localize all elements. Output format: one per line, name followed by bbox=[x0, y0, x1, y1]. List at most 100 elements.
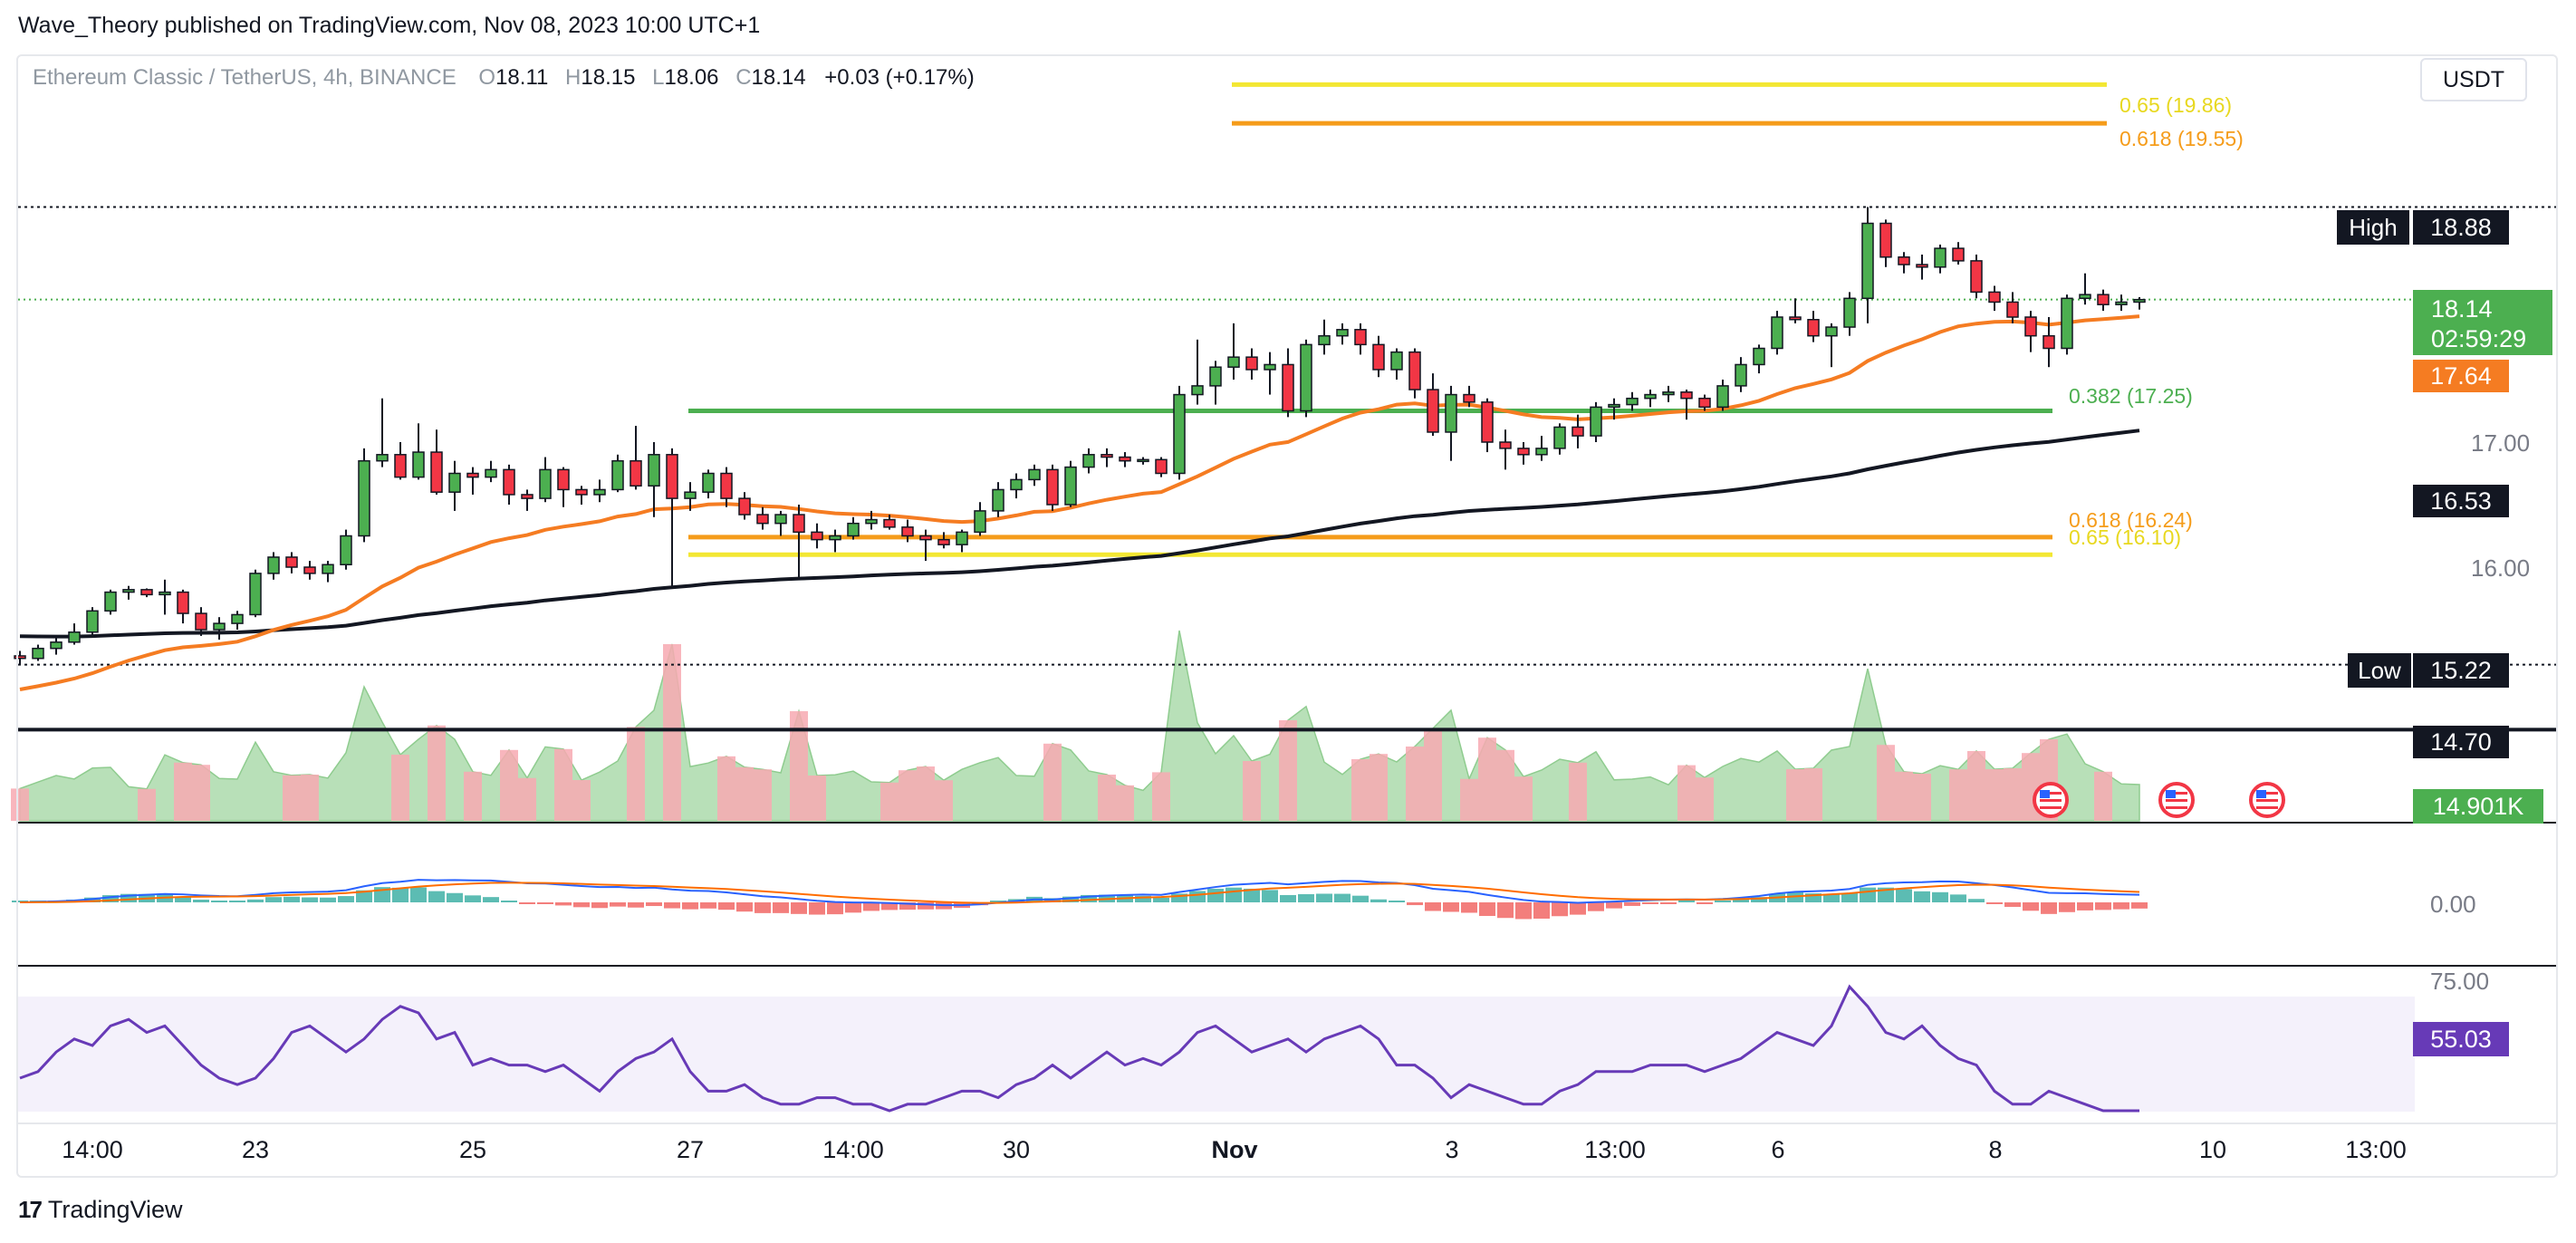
candle-up bbox=[213, 622, 226, 631]
macd-histogram-bar bbox=[1914, 891, 1930, 902]
macd-histogram-bar bbox=[356, 890, 372, 902]
candle-down bbox=[1916, 264, 1928, 268]
macd-histogram-bar bbox=[1316, 893, 1332, 902]
candle-up bbox=[2133, 298, 2146, 304]
macd-histogram-bar bbox=[827, 902, 843, 915]
candle-down bbox=[2043, 334, 2055, 350]
time-label: 27 bbox=[677, 1136, 704, 1163]
macd-histogram-bar bbox=[392, 887, 409, 902]
volume-bar-down bbox=[518, 777, 536, 821]
candle-up bbox=[1137, 458, 1149, 463]
macd-histogram-bar bbox=[682, 902, 698, 910]
macd-histogram-bar bbox=[1678, 901, 1695, 902]
candle-up bbox=[412, 451, 425, 478]
volume-bar-down bbox=[1786, 769, 1804, 821]
candle-down bbox=[720, 472, 733, 499]
macd-histogram-bar bbox=[1642, 902, 1658, 904]
volume-bar-down bbox=[1098, 775, 1116, 821]
macd-histogram-bar bbox=[447, 892, 463, 902]
candle-up bbox=[829, 535, 841, 541]
macd-histogram-bar bbox=[1171, 893, 1187, 902]
volume-bar-down bbox=[1696, 777, 1714, 821]
us-flag-icon[interactable] bbox=[2033, 782, 2069, 818]
time-label: 13:00 bbox=[2345, 1136, 2407, 1163]
macd-histogram-bar bbox=[1660, 902, 1677, 904]
macd-histogram-bar bbox=[755, 902, 771, 913]
candle-up bbox=[992, 488, 1004, 512]
macd-histogram-bar bbox=[483, 897, 499, 902]
open-value: 18.11 bbox=[495, 65, 549, 90]
us-flag-icon[interactable] bbox=[2158, 782, 2195, 818]
time-label: 10 bbox=[2199, 1136, 2226, 1163]
candle-down bbox=[1789, 316, 1802, 321]
low-value-box bbox=[2413, 653, 2509, 688]
volume-bar-down bbox=[1351, 759, 1370, 821]
candle-down bbox=[1988, 291, 2001, 304]
ema50-label-box bbox=[2413, 360, 2509, 392]
candle-up bbox=[249, 573, 262, 616]
candle-down bbox=[811, 531, 823, 541]
candle-up bbox=[1771, 316, 1783, 350]
volume-bar-down bbox=[572, 780, 591, 821]
fib-label-065-upper: 0.65 (19.86) bbox=[2119, 93, 2232, 117]
volume-bar-down bbox=[1370, 754, 1388, 821]
candle-up bbox=[956, 531, 968, 545]
macd-histogram-bar bbox=[1986, 902, 2003, 904]
candle-up bbox=[2079, 294, 2091, 300]
volume-bar-down bbox=[1279, 720, 1297, 821]
volume-bar-down bbox=[1478, 737, 1496, 821]
candle-up bbox=[1535, 448, 1548, 456]
candle-down bbox=[1572, 426, 1584, 437]
macd-histogram-bar bbox=[1062, 896, 1079, 902]
macd-histogram-bar bbox=[102, 895, 119, 902]
macd-histogram-bar bbox=[555, 902, 572, 906]
candle-up bbox=[1590, 406, 1602, 437]
candle-down bbox=[793, 514, 805, 534]
macd-histogram-bar bbox=[1805, 893, 1821, 902]
candle-up bbox=[1191, 385, 1204, 396]
volume-bar-down bbox=[283, 775, 301, 821]
candle-up bbox=[1626, 397, 1639, 406]
fib-label-065-lower: 0.65 (16.10) bbox=[2069, 525, 2181, 549]
volume-pane bbox=[11, 630, 2140, 822]
candle-down bbox=[1898, 256, 1910, 265]
candle-up bbox=[50, 641, 62, 650]
candle-up bbox=[322, 564, 334, 574]
high-label-box bbox=[2337, 210, 2409, 245]
symbol-title: Ethereum Classic / TetherUS, 4h, BINANCE bbox=[33, 65, 457, 90]
candle-up bbox=[159, 591, 171, 596]
rsi-axis-label-75: 75.00 bbox=[2430, 968, 2489, 995]
candle-up bbox=[1861, 222, 1874, 300]
candle-up bbox=[1318, 334, 1331, 346]
macd-histogram-bar bbox=[1950, 894, 1966, 902]
candle-up bbox=[648, 454, 660, 487]
macd-histogram-bar bbox=[1497, 902, 1514, 919]
macd-histogram-bar bbox=[1968, 899, 1985, 902]
candle-down bbox=[1807, 319, 1820, 337]
candle-up bbox=[1553, 426, 1566, 449]
volume-bar-down bbox=[301, 775, 319, 821]
macd-histogram-bar bbox=[1624, 902, 1640, 906]
us-flag-icon[interactable] bbox=[2249, 782, 2285, 818]
low-label-box bbox=[2348, 653, 2411, 688]
volume-last-label: 14.901K bbox=[2433, 793, 2524, 820]
candle-up bbox=[1825, 326, 1838, 337]
candle-up bbox=[68, 631, 81, 643]
volume-bar-down bbox=[192, 765, 210, 821]
macd-histogram-bar bbox=[1896, 889, 1912, 902]
macd-histogram-bar bbox=[1878, 887, 1894, 902]
volume-bar-down bbox=[1949, 769, 1967, 821]
volume-bar-down bbox=[1514, 776, 1533, 821]
candle-down bbox=[1408, 351, 1421, 390]
time-label: 25 bbox=[459, 1136, 486, 1163]
macd-histogram-bar bbox=[1262, 890, 1278, 902]
macd-histogram-bar bbox=[2095, 902, 2111, 911]
macd-histogram-bar bbox=[1443, 902, 1459, 912]
macd-histogram-bar bbox=[1334, 893, 1350, 902]
currency-button[interactable]: USDT bbox=[2420, 58, 2527, 101]
high-label: High bbox=[2349, 214, 2397, 241]
volume-bar-down bbox=[1895, 771, 1913, 821]
macd-histogram-bar bbox=[193, 900, 209, 902]
candle-up bbox=[1010, 478, 1023, 491]
